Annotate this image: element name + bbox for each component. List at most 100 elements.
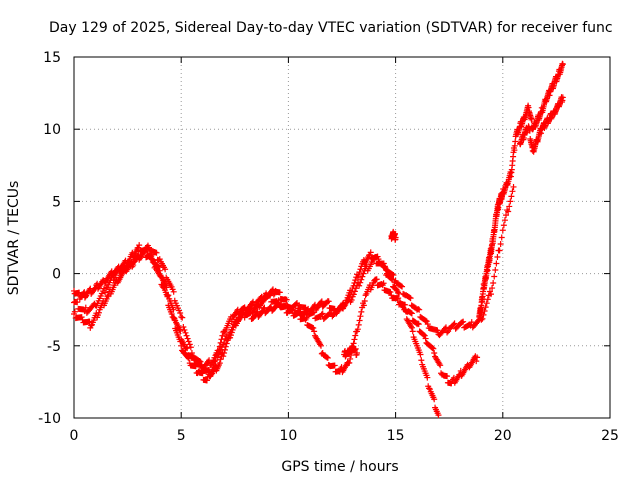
data-point [355,272,362,279]
data-point [450,321,457,328]
data-point [492,266,499,273]
data-point [474,354,481,361]
data-point [480,311,487,318]
data-point [421,332,428,339]
data-point [381,263,388,270]
data-point [494,253,501,260]
data-point [318,298,325,305]
data-point [417,351,424,358]
data-point [267,292,274,299]
data-point [407,295,414,302]
tick-marks [73,56,611,419]
data-point [395,295,402,302]
data-point [499,227,506,234]
data-point [221,339,228,346]
data-point [184,335,191,342]
data-point [196,357,203,364]
data-point [352,332,359,339]
data-point [493,260,500,267]
data-point [221,350,228,357]
data-point [367,249,374,256]
data-point [360,270,367,277]
data-point [512,138,519,145]
data-point [415,305,422,312]
data-point [276,289,283,296]
chart-title: Day 129 of 2025, Sidereal Day-to-day VTE… [49,20,613,36]
data-point [296,309,303,316]
data-point [155,263,162,270]
x-tick-label: 0 [70,428,79,444]
data-point [390,272,397,279]
x-tick-label: 15 [387,428,405,444]
x-tick-labels: 0 5 10 15 20 25 [70,428,619,444]
data-point [258,293,265,300]
data-point [559,61,566,68]
data-point [178,313,185,320]
data-point [208,371,215,378]
data-point [136,242,143,249]
data-point [112,272,119,279]
data-point [170,306,177,313]
data-point [408,324,415,331]
data-point [488,291,495,298]
data-point [275,297,282,304]
data-point [503,212,510,219]
data-point [197,358,204,365]
x-tick-label: 25 [601,428,619,444]
data-point [317,299,324,306]
data-point [434,327,441,334]
series-track-c [71,183,517,372]
data-point [473,358,480,365]
data-point [354,350,361,357]
data-point [406,294,413,301]
data-point [372,253,379,260]
data-point [392,234,399,241]
data-point [331,362,338,369]
data-point [497,240,504,247]
series-late-rise [476,60,566,320]
data-point [302,304,309,311]
data-point [82,304,89,311]
data-point [510,183,517,190]
data-point [444,329,451,336]
data-point [489,285,496,292]
data-point [414,320,421,327]
data-point [380,280,387,287]
x-tick-label: 10 [279,428,297,444]
data-point [184,345,191,352]
data-point [216,360,223,367]
data-point [505,208,512,215]
data-point [325,298,332,305]
data-point [507,198,514,205]
data-point [318,311,325,318]
data-point [103,285,110,292]
data-point [319,310,326,317]
data-point [500,222,507,229]
data-point [380,260,387,267]
data-point [327,309,334,316]
data-point [348,297,355,304]
data-point [177,328,184,335]
data-point [496,247,503,254]
y-tick-label: 5 [52,194,61,210]
data-point [435,412,442,419]
data-point [491,273,498,280]
data-point [431,396,438,403]
data-point [559,94,566,101]
data-point [373,276,380,283]
data-point [228,318,235,325]
data-point [188,350,195,357]
data-point [426,385,433,392]
data-points [71,60,566,419]
data-point [350,340,357,347]
data-point [162,266,169,273]
data-point [283,296,290,303]
data-point [257,295,264,302]
data-point [260,305,267,312]
data-point [429,344,436,351]
data-point [357,313,364,320]
series-late-lower [516,94,566,155]
data-point [350,291,357,298]
data-point [418,357,425,364]
data-point [153,249,160,256]
